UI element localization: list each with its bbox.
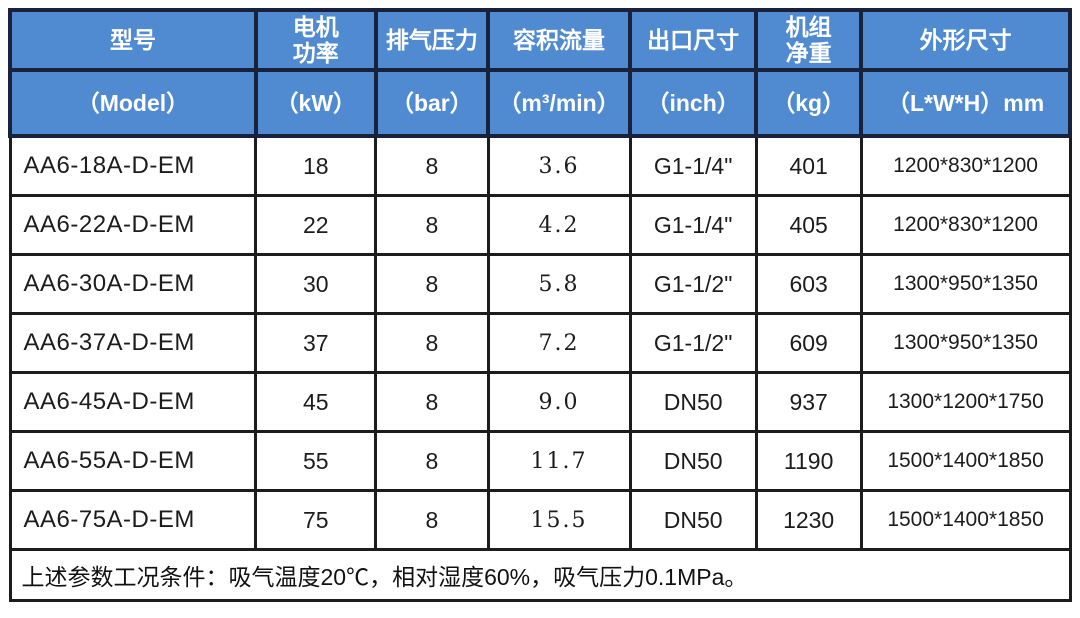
weight-cell: 1190	[754, 430, 863, 492]
pressure-cell: 8	[374, 312, 490, 374]
unit-m3min: （m³/min）	[486, 68, 633, 138]
header-motor-power: 电机 功率	[253, 8, 378, 72]
outlet-cell: G1-1/4"	[628, 194, 758, 256]
flow-cell: 11.7	[486, 430, 632, 492]
model-cell: AA6-30A-D-EM	[8, 253, 258, 315]
weight-cell: 405	[754, 194, 863, 256]
outlet-cell: DN50	[628, 430, 758, 492]
header-title-row: 型号 电机 功率 排气压力 容积流量 出口尺寸 机组 净重 外形尺寸	[8, 8, 1072, 72]
dims-cell: 1300*1200*1750	[859, 371, 1072, 433]
unit-lwh-mm: （L*W*H）mm	[859, 68, 1072, 138]
unit-kg: （kg）	[754, 68, 864, 138]
footnote-text: 上述参数工况条件：吸气温度20℃，相对湿度60%，吸气压力0.1MPa。	[8, 548, 1072, 602]
outlet-cell: G1-1/4"	[628, 134, 758, 197]
header-discharge-pressure: 排气压力	[373, 8, 491, 72]
outlet-cell: DN50	[628, 489, 758, 551]
table-row: AA6-18A-D-EM 18 8 3.6 G1-1/4" 401 1200*8…	[8, 134, 1072, 197]
outlet-cell: G1-1/2"	[628, 253, 758, 315]
power-cell: 45	[254, 371, 378, 433]
unit-bar: （bar）	[373, 68, 491, 138]
header-model: 型号	[8, 8, 258, 72]
outlet-cell: G1-1/2"	[628, 312, 758, 374]
unit-inch: （inch）	[628, 68, 759, 138]
pressure-cell: 8	[374, 489, 490, 551]
power-cell: 55	[254, 430, 378, 492]
compressor-spec-table: 型号 电机 功率 排气压力 容积流量 出口尺寸 机组 净重 外形尺寸 （Model）…	[8, 8, 1072, 602]
dims-cell: 1200*830*1200	[859, 134, 1072, 197]
table-row: AA6-22A-D-EM 22 8 4.2 G1-1/4" 405 1200*8…	[8, 194, 1072, 256]
power-cell: 30	[254, 253, 378, 315]
dims-cell: 1300*950*1350	[859, 253, 1072, 315]
model-cell: AA6-37A-D-EM	[8, 312, 258, 374]
model-cell: AA6-55A-D-EM	[8, 430, 258, 492]
model-cell: AA6-75A-D-EM	[8, 489, 258, 551]
flow-cell: 5.8	[486, 253, 632, 315]
pressure-cell: 8	[374, 430, 490, 492]
pressure-cell: 8	[374, 253, 490, 315]
table-row: AA6-30A-D-EM 30 8 5.8 G1-1/2" 603 1300*9…	[8, 253, 1072, 315]
header-unit-row: （Model） （kW） （bar） （m³/min） （inch） （kg） …	[8, 68, 1072, 138]
weight-cell: 603	[754, 253, 863, 315]
header-unit-weight: 机组 净重	[754, 8, 864, 72]
header-dimensions: 外形尺寸	[859, 8, 1072, 72]
dims-cell: 1500*1400*1850	[859, 430, 1072, 492]
pressure-cell: 8	[374, 134, 490, 197]
weight-cell: 401	[754, 134, 863, 197]
flow-cell: 7.2	[486, 312, 632, 374]
power-cell: 18	[254, 134, 378, 197]
table-footer: 上述参数工况条件：吸气温度20℃，相对湿度60%，吸气压力0.1MPa。	[8, 548, 1072, 602]
power-cell: 37	[254, 312, 378, 374]
weight-cell: 1230	[754, 489, 863, 551]
dims-cell: 1300*950*1350	[859, 312, 1072, 374]
pressure-cell: 8	[374, 194, 490, 256]
model-cell: AA6-45A-D-EM	[8, 371, 258, 433]
table-header: 型号 电机 功率 排气压力 容积流量 出口尺寸 机组 净重 外形尺寸 （Model）…	[8, 8, 1072, 138]
flow-cell: 15.5	[486, 489, 632, 551]
dims-cell: 1200*830*1200	[859, 194, 1072, 256]
flow-cell: 4.2	[486, 194, 632, 256]
table-row: AA6-45A-D-EM 45 8 9.0 DN50 937 1300*1200…	[8, 371, 1072, 433]
header-outlet-size: 出口尺寸	[628, 8, 759, 72]
weight-cell: 937	[754, 371, 863, 433]
header-volume-flow: 容积流量	[486, 8, 633, 72]
flow-cell: 3.6	[486, 134, 632, 197]
power-cell: 22	[254, 194, 378, 256]
table-row: AA6-37A-D-EM 37 8 7.2 G1-1/2" 609 1300*9…	[8, 312, 1072, 374]
table-row: AA6-75A-D-EM 75 8 15.5 DN50 1230 1500*14…	[8, 489, 1072, 551]
table-row: AA6-55A-D-EM 55 8 11.7 DN50 1190 1500*14…	[8, 430, 1072, 492]
pressure-cell: 8	[374, 371, 490, 433]
flow-cell: 9.0	[486, 371, 632, 433]
model-cell: AA6-22A-D-EM	[8, 194, 258, 256]
footnote-row: 上述参数工况条件：吸气温度20℃，相对湿度60%，吸气压力0.1MPa。	[8, 548, 1072, 602]
table-body: AA6-18A-D-EM 18 8 3.6 G1-1/4" 401 1200*8…	[8, 134, 1072, 551]
weight-cell: 609	[754, 312, 863, 374]
outlet-cell: DN50	[628, 371, 758, 433]
spec-table-card: 型号 电机 功率 排气压力 容积流量 出口尺寸 机组 净重 外形尺寸 （Model）…	[8, 8, 1072, 602]
power-cell: 75	[254, 489, 378, 551]
unit-kw: （kW）	[253, 68, 378, 138]
model-cell: AA6-18A-D-EM	[8, 134, 258, 197]
unit-model: （Model）	[8, 68, 258, 138]
dims-cell: 1500*1400*1850	[859, 489, 1072, 551]
